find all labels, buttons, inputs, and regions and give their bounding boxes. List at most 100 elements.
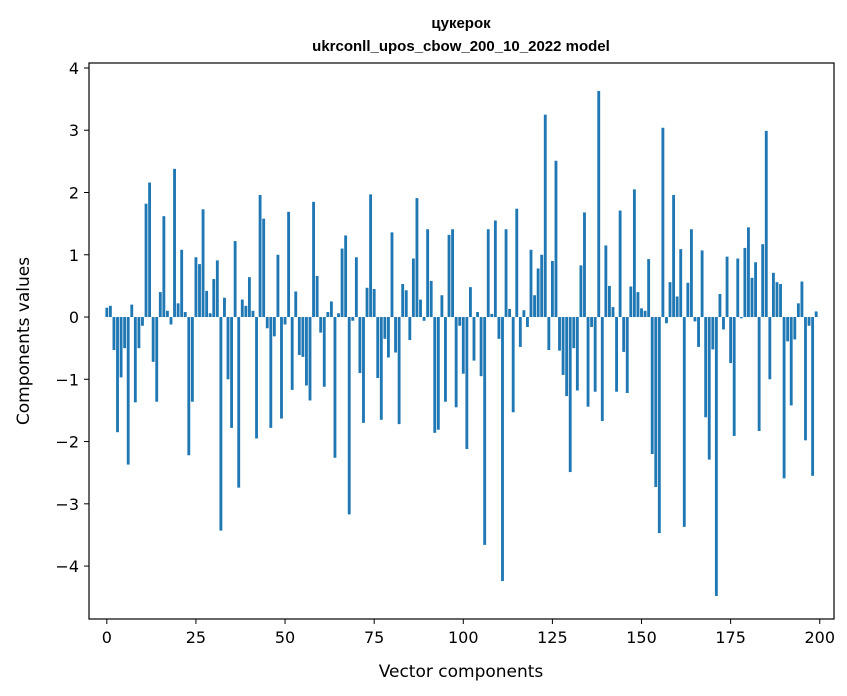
bar-22: [183, 312, 187, 318]
bar-101: [465, 317, 469, 450]
bar-136: [590, 317, 594, 327]
bar-180: [747, 227, 750, 318]
bar-109: [493, 220, 497, 318]
bar-31: [215, 260, 219, 318]
bar-117: [522, 310, 526, 318]
bar-145: [622, 317, 626, 352]
bar-32: [219, 317, 223, 531]
bar-97: [451, 229, 455, 318]
bar-43: [258, 195, 262, 318]
x-axis-label: Vector components: [379, 662, 544, 682]
bar-123: [543, 114, 547, 318]
bar-59: [315, 275, 319, 318]
bar-60: [319, 317, 323, 333]
bar-171: [714, 317, 718, 596]
x-tick-label: 0: [102, 628, 112, 647]
bar-82: [397, 317, 401, 425]
bar-168: [704, 317, 708, 418]
bar-139: [600, 317, 604, 422]
bar-131: [572, 317, 576, 349]
bar-52: [290, 317, 294, 390]
y-axis-label: Components values: [14, 257, 34, 425]
x-tick-label: 50: [275, 628, 295, 647]
bar-121: [536, 268, 540, 318]
bar-3: [116, 317, 119, 433]
bar-181: [750, 277, 754, 318]
bar-188: [775, 282, 779, 318]
bar-89: [422, 317, 426, 321]
bar-166: [697, 317, 700, 347]
bar-178: [739, 317, 743, 319]
bar-158: [668, 282, 672, 318]
bar-53: [294, 291, 298, 318]
bar-7: [130, 304, 134, 318]
bar-41: [251, 310, 255, 318]
bar-144: [618, 210, 622, 318]
bar-29: [208, 313, 212, 318]
bar-91: [429, 280, 433, 318]
bar-156: [661, 127, 665, 318]
bar-24: [190, 317, 194, 402]
bar-157: [665, 317, 668, 324]
bar-153: [650, 317, 654, 455]
bar-141: [608, 285, 611, 318]
bar-150: [640, 308, 643, 318]
bar-140: [604, 245, 608, 318]
bar-64: [333, 317, 337, 458]
bar-35: [230, 317, 234, 428]
bar-159: [672, 195, 676, 318]
bar-161: [679, 249, 683, 318]
bar-134: [583, 212, 586, 318]
chart-title: цукерок: [431, 15, 491, 32]
bar-55: [301, 317, 305, 357]
bar-193: [793, 317, 797, 340]
bar-113: [508, 308, 512, 318]
bar-103: [472, 317, 476, 361]
bar-165: [693, 317, 697, 322]
bar-39: [244, 305, 248, 318]
bar-78: [383, 317, 387, 339]
bar-51: [287, 211, 291, 318]
bar-87: [415, 198, 419, 318]
bar-33: [223, 297, 226, 318]
bar-1: [108, 305, 112, 318]
bar-170: [711, 317, 715, 350]
bar-192: [789, 317, 793, 406]
bar-163: [686, 282, 690, 318]
bar-20: [176, 303, 180, 318]
bar-191: [786, 317, 790, 342]
bar-108: [490, 313, 494, 318]
y-axis-ticks: −4 −3 −2 −1 0 1 2 3 4: [55, 59, 89, 576]
bar-98: [454, 317, 458, 408]
bar-189: [779, 284, 782, 318]
bar-124: [547, 317, 551, 351]
bar-66: [340, 248, 344, 318]
bar-120: [533, 295, 536, 318]
bar-49: [280, 317, 283, 419]
bar-142: [611, 307, 615, 318]
bar-160: [675, 296, 679, 318]
bar-199: [814, 311, 818, 318]
bar-72: [362, 317, 365, 423]
bar-71: [358, 317, 362, 374]
bar-149: [636, 292, 640, 318]
bar-16: [162, 216, 166, 318]
bar-88: [419, 299, 422, 318]
bar-44: [262, 218, 266, 318]
y-tick-label: −1: [55, 370, 79, 389]
bar-80: [390, 232, 394, 318]
bar-138: [597, 91, 601, 318]
bar-48: [276, 254, 280, 318]
bar-151: [643, 310, 647, 318]
bar-177: [736, 258, 740, 318]
bar-38: [240, 299, 244, 318]
bar-11: [144, 203, 148, 318]
x-tick-label: 25: [186, 628, 206, 647]
y-tick-label: 0: [69, 308, 79, 327]
bar-172: [718, 293, 722, 318]
bar-162: [682, 317, 686, 527]
bar-26: [198, 264, 201, 318]
bar-95: [444, 317, 447, 402]
bar-36: [233, 241, 237, 318]
bar-187: [771, 272, 775, 318]
